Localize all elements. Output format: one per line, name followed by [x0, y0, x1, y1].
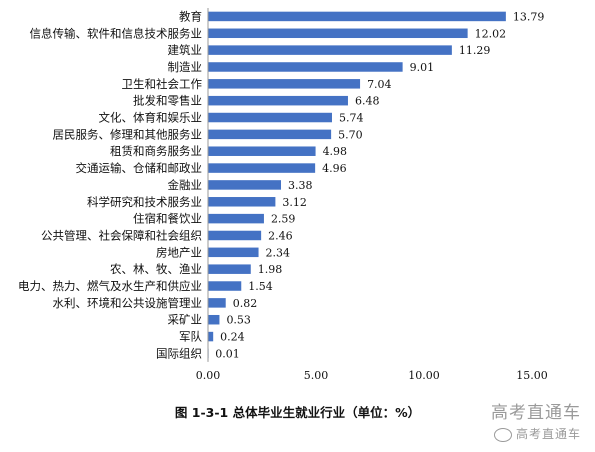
- watermark-text: 高考直通车: [491, 403, 581, 423]
- bar: [208, 79, 361, 89]
- bar: [208, 28, 468, 39]
- category-label: 电力、热力、燃气及水生产和供应业: [18, 279, 202, 293]
- bar: [208, 298, 226, 308]
- value-label: 2.59: [271, 213, 296, 226]
- watermark: 高考直通车 高考直通车: [491, 398, 581, 442]
- value-label: 0.01: [215, 347, 240, 360]
- bar: [208, 281, 242, 291]
- bar: [208, 62, 403, 72]
- value-label: 0.53: [226, 314, 251, 327]
- category-label: 科学研究和技术服务业: [87, 195, 202, 209]
- category-label: 住宿和餐饮业: [133, 212, 202, 226]
- category-label: 农、林、牧、渔业: [110, 262, 202, 276]
- value-label: 6.48: [355, 95, 380, 108]
- category-label: 军队: [179, 330, 202, 344]
- category-label: 卫生和社会工作: [122, 77, 203, 91]
- bar: [208, 197, 276, 207]
- value-label: 7.04: [367, 78, 392, 91]
- value-label: 1.98: [258, 263, 283, 276]
- value-label: 1.54: [248, 280, 273, 293]
- category-label: 采矿业: [168, 313, 203, 327]
- value-label: 12.02: [475, 27, 507, 40]
- bar: [208, 163, 316, 173]
- bar-chart: 教育 13.79 信息传输、软件和信息技术服务业 12.02 建筑业 11.29 制造业 9.…: [18, 8, 548, 382]
- x-tick-label: 5.00: [304, 369, 329, 382]
- value-label: 3.12: [282, 196, 307, 209]
- x-tick-label: 15.00: [516, 369, 548, 382]
- wechat-icon: [493, 427, 512, 442]
- value-label: 5.74: [339, 112, 364, 125]
- x-tick-label: 0.00: [196, 369, 221, 382]
- value-label: 4.98: [323, 145, 348, 158]
- bar: [208, 230, 262, 241]
- bar: [208, 95, 348, 106]
- category-label: 居民服务、修理和其他服务业: [53, 127, 203, 141]
- value-label: 3.38: [288, 179, 313, 192]
- bar: [208, 331, 214, 342]
- category-label: 文化、体育和娱乐业: [99, 111, 203, 125]
- value-label: 4.96: [322, 162, 347, 175]
- bar: [208, 247, 259, 258]
- category-label: 公共管理、社会保障和社会组织: [41, 228, 202, 242]
- watermark-small: 高考直通车: [491, 425, 581, 442]
- category-label: 国际组织: [156, 346, 202, 360]
- value-label: 2.46: [268, 229, 293, 242]
- bar: [208, 314, 220, 325]
- value-label: 0.82: [233, 297, 258, 310]
- value-label: 5.70: [338, 128, 363, 141]
- category-label: 制造业: [168, 60, 203, 74]
- x-tick-label: 10.00: [408, 369, 440, 382]
- bar: [208, 146, 316, 156]
- bar: [208, 11, 506, 22]
- value-label: 9.01: [410, 61, 435, 74]
- bar: [208, 180, 282, 190]
- bar: [208, 264, 251, 274]
- category-label: 交通运输、仓储和邮政业: [76, 161, 203, 175]
- category-label: 金融业: [168, 178, 203, 192]
- category-label: 房地产业: [156, 245, 202, 259]
- bar: [208, 213, 264, 224]
- chart-title: 图 1-3-1 总体毕业生就业行业（单位：%）: [174, 405, 421, 420]
- category-label: 租赁和商务服务业: [110, 144, 202, 158]
- category-label: 教育: [179, 9, 202, 23]
- value-label: 11.29: [459, 44, 491, 57]
- category-label: 水利、环境和公共设施管理业: [53, 296, 203, 310]
- category-label: 批发和零售业: [133, 94, 202, 108]
- bar: [208, 129, 332, 140]
- watermark-small-text: 高考直通车: [515, 427, 581, 441]
- category-label: 建筑业: [168, 43, 203, 57]
- value-label: 13.79: [513, 10, 545, 23]
- bar: [208, 45, 452, 55]
- value-label: 2.34: [266, 246, 291, 259]
- value-label: 0.24: [220, 331, 245, 344]
- category-label: 信息传输、软件和信息技术服务业: [30, 26, 203, 40]
- bar: [208, 112, 332, 123]
